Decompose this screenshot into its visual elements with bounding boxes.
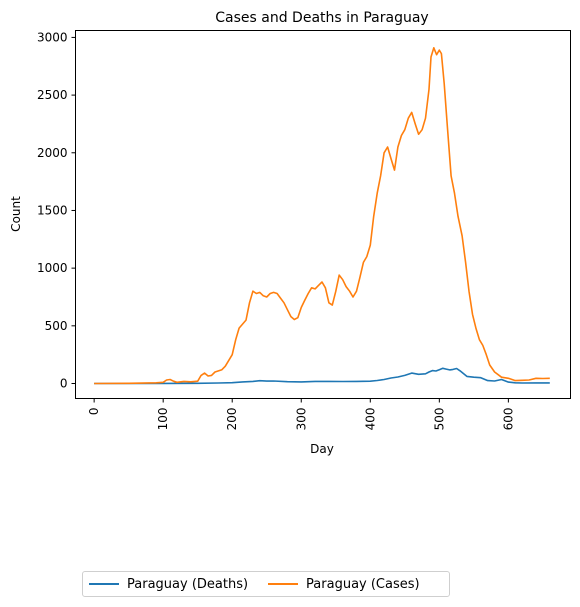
y-tick-label: 1500 [37, 203, 68, 217]
x-tick-label: 500 [432, 408, 446, 431]
plot-area [75, 30, 571, 399]
x-tick-label: 0 [87, 408, 101, 416]
cases-series-line [94, 47, 550, 385]
axis-ticks: 0 100 200 300 400 500 600 0 500 1000 1500 2000 2500 3… [37, 30, 515, 430]
y-tick-label: 2000 [37, 146, 68, 160]
chart-title: Cases and Deaths in Paraguay [215, 10, 428, 26]
legend-item-cases: Paraguay (Cases) [268, 577, 420, 592]
x-tick-label: 200 [225, 408, 239, 431]
x-tick-label: 100 [156, 408, 170, 431]
x-tick-label: 600 [501, 408, 515, 431]
y-tick-label: 0 [60, 377, 68, 391]
deaths-series-line [94, 367, 550, 385]
y-tick-label: 1000 [37, 261, 68, 275]
y-axis-label: Count [9, 196, 23, 232]
y-tick-label: 3000 [37, 30, 68, 44]
legend-item-deaths: Paraguay (Deaths) [89, 577, 248, 592]
legend: Paraguay (Deaths) Paraguay (Cases) [82, 571, 450, 597]
x-axis-label: Day [310, 442, 334, 456]
legend-label-deaths: Paraguay (Deaths) [127, 576, 249, 592]
series-lines [94, 47, 550, 385]
legend-swatch-cases [268, 583, 299, 585]
y-tick-label: 2500 [37, 88, 68, 102]
y-tick-label: 500 [45, 319, 68, 333]
legend-label-cases: Paraguay (Cases) [306, 576, 420, 592]
x-tick-label: 300 [294, 408, 308, 431]
x-tick-label: 400 [363, 408, 377, 431]
legend-swatch-deaths [89, 583, 119, 585]
